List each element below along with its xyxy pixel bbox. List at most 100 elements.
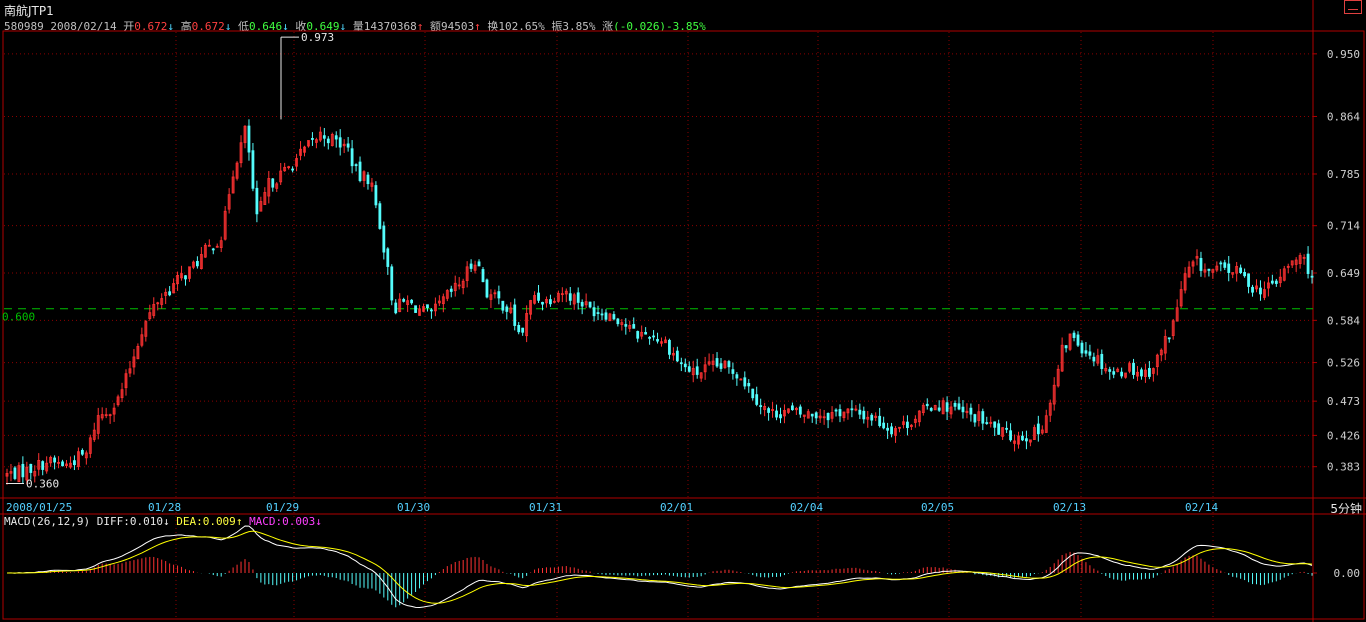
- candle: [953, 400, 957, 411]
- x-tick-label: 01/29: [266, 501, 299, 514]
- candle: [9, 463, 13, 482]
- candle: [1088, 344, 1092, 360]
- candle: [33, 465, 37, 483]
- y-tick-label: 0.714: [1327, 220, 1360, 233]
- candle: [314, 137, 318, 149]
- candle: [1223, 259, 1227, 271]
- low-arrow-icon: ↓: [282, 20, 289, 33]
- price-grid: [4, 32, 1313, 619]
- candle: [489, 289, 493, 309]
- candle: [255, 180, 259, 223]
- candle: [5, 468, 9, 485]
- candle: [672, 347, 675, 361]
- candle: [1104, 363, 1108, 374]
- period-label[interactable]: 5分钟: [1330, 502, 1362, 516]
- candle: [791, 402, 794, 411]
- candle: [473, 260, 477, 274]
- candle: [311, 132, 314, 146]
- candle: [802, 414, 806, 424]
- candle: [1080, 340, 1084, 358]
- candle: [735, 372, 739, 386]
- candle: [1096, 348, 1100, 366]
- candle: [1136, 366, 1139, 382]
- candle: [616, 317, 620, 327]
- y-tick-label: 0.864: [1327, 110, 1360, 123]
- candle: [1056, 364, 1060, 388]
- macd-arrow-icon: ↓: [315, 515, 322, 528]
- candle: [1163, 329, 1167, 361]
- candle: [247, 119, 251, 161]
- candle: [350, 140, 354, 174]
- x-tick-label: 02/13: [1053, 501, 1086, 514]
- candle: [433, 297, 437, 317]
- candle: [1263, 281, 1266, 301]
- candle: [882, 416, 886, 430]
- price-axis: 0.950 0.864 0.785 0.714 0.649 0.584 0.526 0.473…: [1313, 48, 1360, 474]
- low-label: 低: [237, 20, 249, 33]
- candle: [878, 407, 882, 428]
- candle: [180, 265, 183, 281]
- candle: [283, 162, 287, 172]
- candle: [1032, 424, 1036, 440]
- macd-info-bar: MACD(26,12,9) DIFF:0.010↓ DEA:0.009↑ MAC…: [4, 515, 322, 528]
- candle: [977, 404, 981, 427]
- candle: [1207, 268, 1211, 277]
- macd-dea: DEA:0.009: [176, 515, 236, 528]
- candle: [699, 372, 703, 382]
- candle: [949, 401, 953, 419]
- candle: [798, 404, 802, 418]
- candle: [929, 406, 933, 412]
- candle: [338, 129, 342, 156]
- candle: [1195, 249, 1199, 266]
- candle: [330, 132, 334, 147]
- candle: [1211, 269, 1215, 279]
- candle: [203, 243, 207, 258]
- candle: [719, 357, 723, 372]
- candle: [600, 308, 604, 321]
- candle: [870, 413, 874, 426]
- candle: [370, 177, 374, 192]
- candle: [366, 171, 370, 190]
- candle: [814, 411, 818, 425]
- candle: [65, 460, 68, 469]
- candle: [1179, 281, 1183, 309]
- candle: [148, 304, 152, 321]
- open-arrow-icon: ↓: [167, 20, 174, 33]
- candle: [437, 295, 441, 307]
- candle: [1128, 361, 1131, 374]
- candle: [902, 415, 905, 429]
- candle: [243, 125, 247, 149]
- candle: [402, 297, 406, 303]
- candle: [1068, 333, 1072, 352]
- candle: [144, 319, 148, 342]
- candle: [810, 413, 814, 423]
- candle: [295, 153, 298, 172]
- candle: [362, 170, 366, 188]
- candle: [422, 303, 425, 313]
- candle: [624, 318, 628, 335]
- candle: [1076, 331, 1080, 347]
- candle: [763, 402, 767, 417]
- amplitude-value: 3.85%: [562, 20, 596, 33]
- x-tick-label: 01/30: [397, 501, 430, 514]
- candle: [136, 343, 140, 360]
- candle: [25, 461, 29, 485]
- candle: [787, 408, 790, 414]
- minimize-icon[interactable]: [1344, 0, 1362, 14]
- candle: [1270, 274, 1274, 285]
- candle: [207, 239, 211, 247]
- candle: [128, 361, 132, 378]
- candle: [858, 403, 862, 420]
- macd-label: MACD(26,12,9): [4, 515, 91, 528]
- candle: [291, 166, 295, 173]
- candle: [326, 136, 330, 150]
- candle: [96, 407, 100, 440]
- macd-dea-arrow-icon: ↑: [235, 515, 243, 528]
- candle: [410, 299, 414, 305]
- candle: [1274, 278, 1278, 287]
- candle: [592, 301, 596, 322]
- candle: [886, 422, 889, 439]
- candle: [132, 349, 136, 375]
- close-label: 收: [295, 20, 307, 33]
